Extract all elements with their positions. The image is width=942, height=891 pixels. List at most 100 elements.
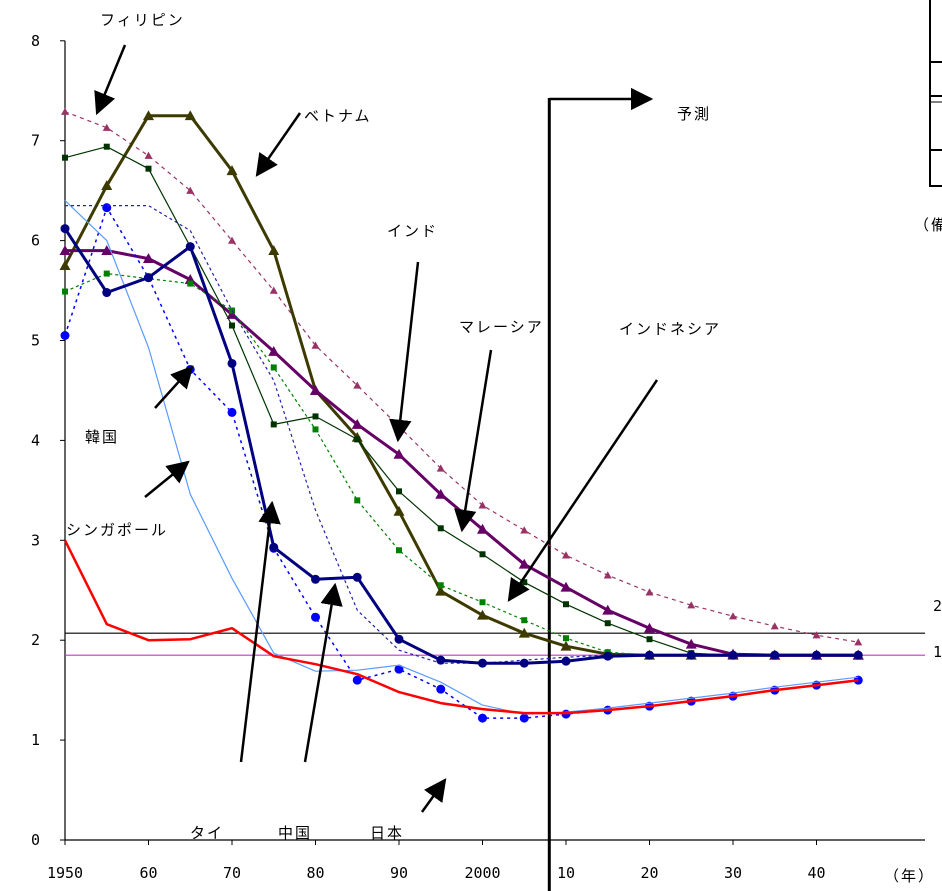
data-point [102, 203, 112, 213]
data-point [436, 464, 445, 472]
data-point [645, 650, 654, 660]
series-line [65, 249, 859, 657]
data-point [59, 260, 71, 270]
arrow-korea-2 [144, 460, 190, 498]
x-tick-label: 10 [557, 864, 575, 882]
data-point [560, 640, 572, 651]
data-point [477, 609, 488, 620]
arrow-korea-1 [154, 365, 194, 409]
data-point [393, 448, 405, 459]
series-ベトナム [59, 110, 864, 660]
annotation-philippines: フィリピン [100, 11, 185, 29]
data-point [560, 581, 572, 592]
data-point [396, 547, 402, 554]
data-point [312, 426, 319, 433]
arrow-thailand [239, 500, 281, 763]
data-point [394, 634, 404, 644]
data-point [770, 650, 780, 660]
arrow-india [389, 261, 420, 443]
arrow-malaysia [454, 349, 493, 533]
data-point [268, 345, 280, 356]
data-point [101, 180, 113, 191]
arrow-vietnam [255, 112, 302, 177]
data-point [187, 280, 194, 287]
data-point [269, 286, 278, 294]
data-point [270, 421, 277, 428]
data-point [520, 526, 529, 534]
data-point [478, 501, 487, 509]
reference-line-edge-label: 2 [933, 597, 942, 615]
series-インド [59, 245, 864, 660]
data-point [144, 151, 153, 159]
data-point [102, 288, 112, 298]
annotation-indonesia: インドネシア [619, 320, 721, 338]
data-point [563, 601, 569, 608]
data-point [270, 364, 277, 371]
data-point [312, 413, 319, 420]
y-tick-label: 2 [31, 631, 40, 649]
series-マレーシア [62, 143, 862, 659]
data-point [563, 635, 569, 642]
data-point [101, 245, 113, 255]
arrow-philippines [94, 44, 127, 116]
data-point [478, 713, 487, 723]
series-フィリピン [61, 107, 863, 646]
data-point [60, 224, 70, 234]
series-line [63, 227, 859, 665]
data-point [687, 601, 696, 609]
annotation-thailand: タイ [190, 824, 224, 842]
data-point [353, 381, 362, 389]
data-point [435, 585, 447, 596]
data-point [60, 331, 70, 341]
data-point [729, 612, 737, 620]
data-point [437, 582, 444, 589]
data-point [603, 651, 613, 661]
data-point [603, 571, 612, 579]
y-tick-label: 7 [31, 132, 40, 150]
arrow-japan [420, 778, 447, 813]
data-point [521, 617, 528, 624]
y-tick-label: 6 [31, 232, 40, 250]
data-point [436, 684, 446, 694]
data-point [562, 551, 570, 559]
annotation-singapore: シンガポール [66, 521, 168, 539]
data-point [229, 322, 235, 329]
y-tick-label: 0 [31, 831, 40, 849]
data-point [812, 631, 821, 639]
data-point [227, 407, 237, 417]
data-point [103, 270, 110, 277]
series-layer [59, 107, 864, 723]
data-point [436, 655, 446, 665]
x-tick-label: 60 [139, 864, 157, 882]
x-tick-label: 1950 [47, 864, 83, 882]
data-point [184, 110, 196, 121]
data-point [227, 358, 237, 368]
x-tick-label: 30 [724, 864, 742, 882]
side-note-text: （備 [914, 216, 942, 234]
x-tick-label: 90 [390, 864, 408, 882]
forecast-label: 予測 [677, 105, 711, 123]
data-point [354, 497, 361, 504]
data-point [479, 551, 486, 558]
data-point [396, 488, 402, 495]
arrow-china [303, 582, 343, 763]
data-point [62, 154, 68, 161]
annotation-india: インド [387, 222, 438, 240]
data-point [352, 572, 362, 582]
y-tick-label: 4 [31, 431, 40, 449]
series-line [63, 539, 859, 715]
series-シンガポール [64, 200, 859, 715]
data-point [519, 713, 529, 723]
y-tick-label: 1 [31, 731, 40, 749]
series-中国 [60, 224, 863, 668]
data-point [102, 123, 111, 131]
data-point [435, 488, 447, 499]
data-point [226, 165, 238, 176]
x-tick-label: 70 [223, 864, 241, 882]
data-point [394, 664, 404, 674]
data-point [477, 523, 488, 534]
data-point [186, 186, 195, 194]
annotation-vietnam: ベトナム [304, 107, 372, 125]
data-point [853, 650, 863, 660]
data-point [518, 558, 530, 569]
